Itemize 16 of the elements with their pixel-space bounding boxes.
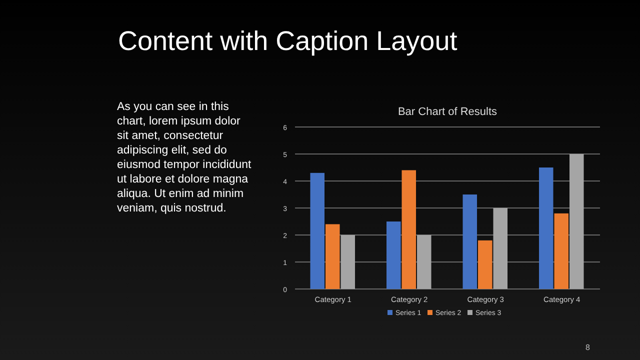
text: Content with Caption Layout xyxy=(118,26,458,56)
bar xyxy=(386,222,401,289)
bar xyxy=(326,224,340,289)
bar xyxy=(539,168,554,289)
bar xyxy=(570,154,584,289)
bar xyxy=(402,170,416,289)
bar xyxy=(493,208,508,289)
bar xyxy=(554,213,568,289)
bar xyxy=(417,235,432,289)
bar xyxy=(462,194,477,289)
bar xyxy=(478,240,492,289)
text: As you can see in this chart, lorem ipsum dolor sit amet, consectetur adipiscing elit, sed do eiusmod tempor incididunt ut labore et dolore magna aliqua. Ut enim ad minim veniam, quis nostrud. xyxy=(117,101,252,214)
text: 8 xyxy=(586,343,591,352)
bar xyxy=(340,235,355,289)
bar xyxy=(310,172,324,289)
chart-title: Bar Chart of Results xyxy=(398,106,498,118)
